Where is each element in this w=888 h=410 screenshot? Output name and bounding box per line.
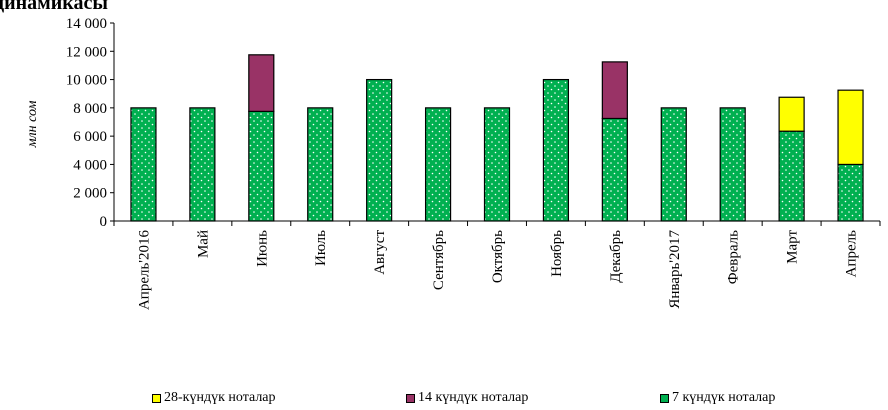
bar-7-day xyxy=(719,107,746,222)
legend-label-14-day: 14 күндүк ноталар xyxy=(418,390,529,405)
x-tick-label: Декабрь xyxy=(608,230,624,283)
y-tick-label: 2 000 xyxy=(73,186,107,202)
x-tick-label: Апрель xyxy=(844,230,860,278)
x-tick-label: Ноябрь xyxy=(549,230,565,277)
x-tick-label: Сентябрь xyxy=(431,230,447,290)
y-tick-label: 6 000 xyxy=(73,129,107,145)
y-tick-label: 8 000 xyxy=(73,101,107,117)
bar-7-day xyxy=(248,110,275,222)
legend: 28-күндүк ноталар 14 күндүк ноталар 7 кү… xyxy=(0,390,888,410)
bar-7-day xyxy=(366,78,393,222)
x-tick-label: Май xyxy=(195,230,211,258)
legend-label-28-day: 28-күндүк ноталар xyxy=(164,390,276,405)
bar-7-day xyxy=(660,107,687,222)
bar-chart: млн сом 0 2 000 4 000 6 000 8 000 10 000 12 000… xyxy=(25,16,881,311)
x-tick-label: Январь'2017 xyxy=(667,230,683,309)
bar-7-day xyxy=(837,163,864,222)
y-tick-label: 12 000 xyxy=(66,44,107,60)
legend-swatch-28-day xyxy=(152,393,161,403)
bar-7-day xyxy=(542,78,570,222)
bar-7-day xyxy=(601,117,628,222)
bar-7-day xyxy=(483,107,511,222)
legend-item-28-day: 28-күндүк ноталар xyxy=(152,390,276,406)
legend-swatch-14-day xyxy=(406,393,415,403)
bar-14-day xyxy=(248,54,275,112)
bar-7-day xyxy=(189,107,216,222)
bar-28-day xyxy=(778,96,805,132)
x-tick-label: Март xyxy=(785,230,801,264)
bar-7-day xyxy=(778,130,805,222)
bar-7-day xyxy=(307,107,334,222)
x-tick-label: Октябрь xyxy=(490,230,506,283)
bar-14-day xyxy=(601,61,628,120)
bar-7-day xyxy=(130,107,157,222)
x-tick-label: Июнь xyxy=(254,230,270,267)
y-tick-label: 0 xyxy=(100,214,108,230)
legend-label-7-day: 7 күндүк ноталар xyxy=(672,390,776,405)
legend-item-7-day: 7 күндүк ноталар xyxy=(660,390,775,406)
chart-title: динамикасы xyxy=(0,0,109,14)
bar-7-day xyxy=(424,107,452,222)
y-tick-label: 10 000 xyxy=(66,73,107,89)
legend-swatch-7-day xyxy=(660,393,669,403)
x-tick-label: Апрель'2016 xyxy=(136,230,152,311)
x-tick-label: Февраль xyxy=(726,230,742,284)
x-tick-label: Июль xyxy=(313,230,329,266)
legend-item-14-day: 14 күндүк ноталар xyxy=(406,390,528,406)
y-tick-label: 14 000 xyxy=(66,16,107,32)
x-tick-label: Август xyxy=(372,230,388,275)
y-axis-label: млн сом xyxy=(25,101,40,149)
y-tick-label: 4 000 xyxy=(73,157,107,173)
bar-28-day xyxy=(837,89,864,166)
